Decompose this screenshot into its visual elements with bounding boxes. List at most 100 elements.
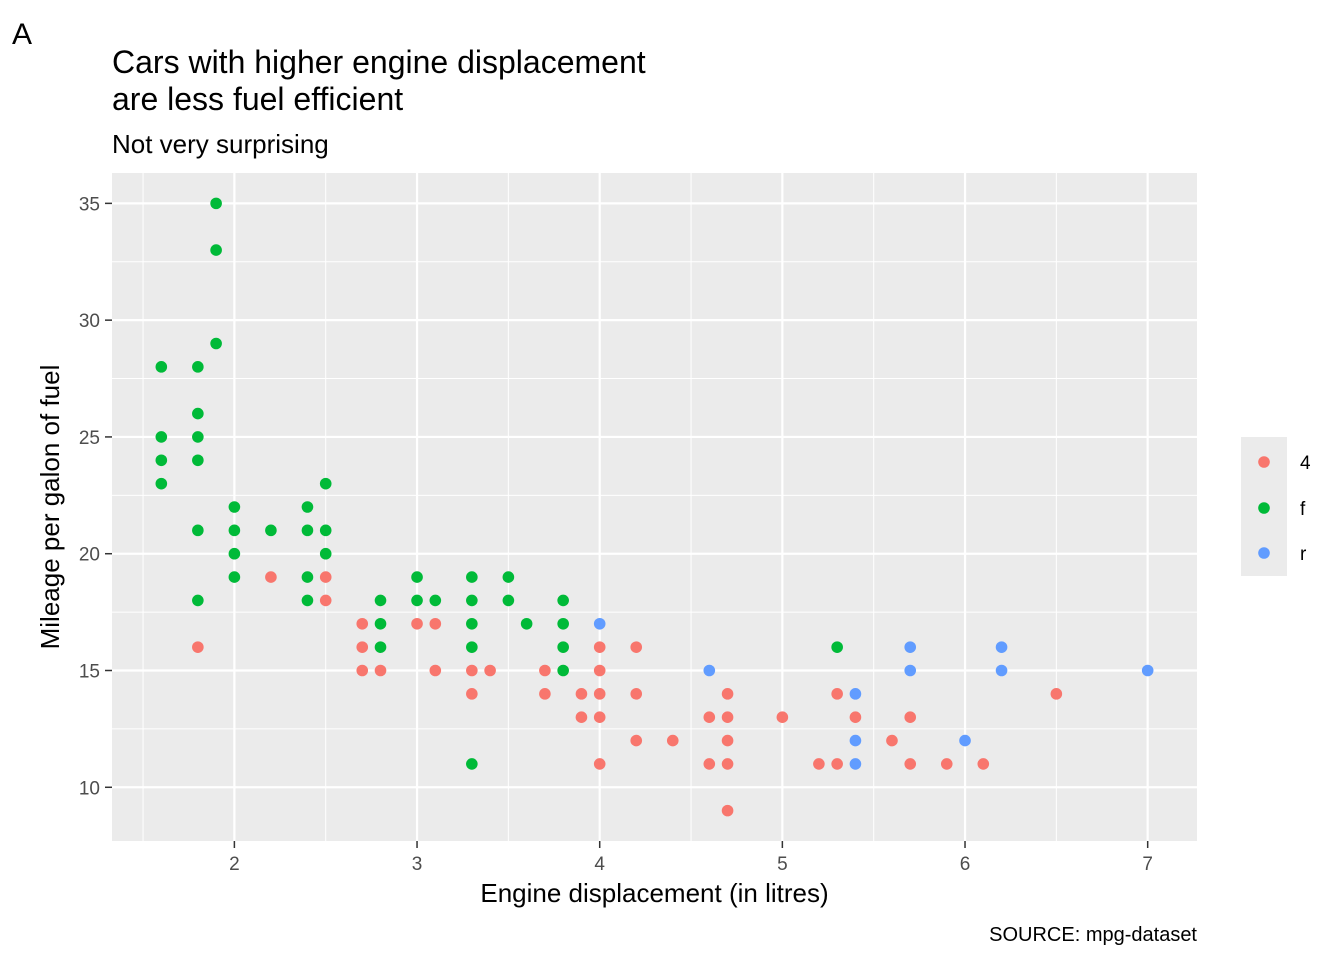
point-f xyxy=(429,594,442,607)
point-f xyxy=(210,337,222,350)
point-4 xyxy=(319,571,332,583)
point-r xyxy=(849,758,862,770)
point-4 xyxy=(466,664,478,677)
point-f xyxy=(374,617,387,630)
x-tick-label: 7 xyxy=(1142,854,1153,875)
legend-key-f xyxy=(1258,502,1270,514)
point-r xyxy=(959,734,971,747)
point-f xyxy=(466,758,478,770)
point-4 xyxy=(356,664,369,677)
point-f xyxy=(466,617,478,630)
point-f xyxy=(557,617,569,630)
point-4 xyxy=(721,734,734,747)
point-f xyxy=(228,501,241,513)
point-4 xyxy=(831,688,843,700)
point-r xyxy=(904,641,917,653)
point-4 xyxy=(849,711,862,724)
point-f xyxy=(301,594,314,607)
point-4 xyxy=(630,688,643,700)
point-r xyxy=(995,664,1008,677)
x-tick-label: 5 xyxy=(777,854,788,875)
point-f xyxy=(210,244,222,256)
point-4 xyxy=(192,641,204,653)
y-tick-label: 25 xyxy=(79,428,100,449)
y-tick-label: 20 xyxy=(79,545,100,566)
point-f xyxy=(301,571,314,583)
point-f xyxy=(228,524,241,537)
point-r xyxy=(849,688,862,700)
y-axis: 10 15 20 25 30 35 xyxy=(79,194,112,799)
point-4 xyxy=(904,758,917,770)
y-tick-label: 10 xyxy=(79,778,100,799)
point-f xyxy=(192,361,204,373)
x-tick-label: 6 xyxy=(960,854,971,875)
point-f xyxy=(155,477,168,490)
point-f xyxy=(192,407,204,420)
point-f xyxy=(502,571,515,583)
point-f xyxy=(466,594,478,607)
panel-background xyxy=(112,173,1197,841)
point-4 xyxy=(356,617,369,630)
point-4 xyxy=(593,641,606,653)
chart-subtitle: Not very surprising xyxy=(112,129,329,159)
point-4 xyxy=(593,688,606,700)
point-f xyxy=(192,454,204,467)
y-axis-title: Mileage per galon of fuel xyxy=(35,365,65,650)
legend-label-4: 4 xyxy=(1300,453,1311,474)
point-4 xyxy=(593,758,606,770)
point-r xyxy=(593,617,606,630)
x-tick-label: 2 xyxy=(229,854,240,875)
x-tick-label: 3 xyxy=(412,854,423,875)
y-tick-label: 30 xyxy=(79,311,100,332)
chart-title-line-1: Cars with higher engine displacement xyxy=(112,44,646,80)
point-f xyxy=(228,547,241,560)
point-f xyxy=(319,547,332,560)
point-f xyxy=(155,431,168,443)
point-4 xyxy=(539,664,551,677)
point-f xyxy=(411,571,423,583)
point-f xyxy=(557,641,569,653)
point-4 xyxy=(484,664,496,677)
point-f xyxy=(210,197,222,210)
chart-title-line-2: are less fuel efficient xyxy=(112,81,403,117)
point-f xyxy=(374,641,387,653)
x-axis-title: Engine displacement (in litres) xyxy=(480,878,828,908)
point-4 xyxy=(721,758,734,770)
point-4 xyxy=(813,758,825,770)
point-f xyxy=(301,524,314,537)
legend-label-r: r xyxy=(1300,544,1307,565)
data-points xyxy=(155,197,1154,817)
point-4 xyxy=(721,688,734,700)
point-4 xyxy=(374,664,387,677)
plot-panel xyxy=(112,173,1197,841)
point-f xyxy=(520,617,533,630)
point-4 xyxy=(630,734,643,747)
point-f xyxy=(502,594,515,607)
point-f xyxy=(831,641,843,653)
point-4 xyxy=(539,688,551,700)
point-4 xyxy=(593,711,606,724)
point-4 xyxy=(319,594,332,607)
point-4 xyxy=(356,641,369,653)
point-4 xyxy=(466,688,478,700)
point-4 xyxy=(429,617,442,630)
point-f xyxy=(155,454,168,467)
point-4 xyxy=(940,758,953,770)
point-4 xyxy=(886,734,898,747)
point-4 xyxy=(593,664,606,677)
point-4 xyxy=(721,804,734,817)
legend: 4 f r xyxy=(1241,437,1311,576)
point-r xyxy=(849,734,862,747)
x-axis: 2 3 4 5 6 7 xyxy=(229,841,1153,875)
x-tick-label: 4 xyxy=(594,854,605,875)
point-f xyxy=(319,524,332,537)
point-f xyxy=(557,664,569,677)
point-f xyxy=(301,501,314,513)
point-4 xyxy=(575,688,588,700)
grid-major xyxy=(112,173,1197,841)
point-r xyxy=(703,664,716,677)
point-f xyxy=(319,477,332,490)
legend-items: 4 f r xyxy=(1258,453,1311,565)
point-4 xyxy=(411,617,423,630)
